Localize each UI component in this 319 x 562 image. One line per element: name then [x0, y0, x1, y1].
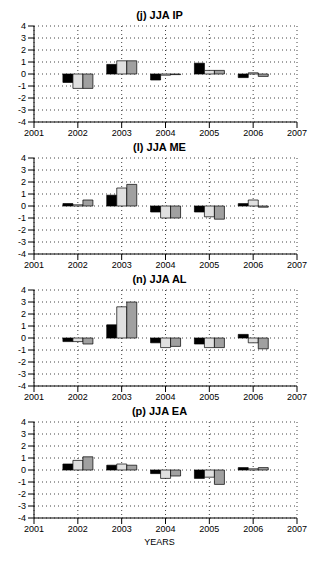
svg-text:1: 1 — [21, 321, 26, 331]
svg-text:2001: 2001 — [24, 260, 44, 270]
svg-text:2005: 2005 — [199, 128, 219, 138]
svg-text:2006: 2006 — [243, 392, 263, 402]
svg-text:2007: 2007 — [287, 128, 307, 138]
svg-text:4: 4 — [21, 286, 26, 295]
svg-text:2002: 2002 — [68, 524, 88, 534]
svg-text:2002: 2002 — [68, 260, 88, 270]
svg-text:2001: 2001 — [24, 524, 44, 534]
svg-text:2005: 2005 — [199, 260, 219, 270]
svg-text:2004: 2004 — [155, 524, 175, 534]
svg-text:2002: 2002 — [68, 392, 88, 402]
svg-text:2001: 2001 — [24, 128, 44, 138]
html-text:(n) JJA AL: (n) JJA AL — [132, 273, 187, 285]
svg-text:-3: -3 — [18, 369, 26, 379]
svg-text:2004: 2004 — [155, 260, 175, 270]
svg-text:-2: -2 — [18, 489, 26, 499]
svg-text:2006: 2006 — [243, 260, 263, 270]
svg-text:0: 0 — [21, 69, 26, 79]
svg-text:2007: 2007 — [287, 392, 307, 402]
svg-text:-1: -1 — [18, 345, 26, 355]
svg-text:2005: 2005 — [199, 524, 219, 534]
svg-text:2003: 2003 — [112, 524, 132, 534]
svg-text:2005: 2005 — [199, 392, 219, 402]
svg-text:4: 4 — [21, 154, 26, 163]
svg-text:0: 0 — [21, 465, 26, 475]
svg-text:-3: -3 — [18, 501, 26, 511]
svg-text:2003: 2003 — [112, 128, 132, 138]
svg-text:-3: -3 — [18, 105, 26, 115]
html-text:(j) JJA IP: (j) JJA IP — [136, 9, 183, 21]
svg-text:0: 0 — [21, 201, 26, 211]
svg-text:2007: 2007 — [287, 260, 307, 270]
svg-text:2006: 2006 — [243, 128, 263, 138]
svg-text:4: 4 — [21, 22, 26, 31]
svg-text:2: 2 — [21, 177, 26, 187]
svg-text:-3: -3 — [18, 237, 26, 247]
svg-text:1: 1 — [21, 57, 26, 67]
svg-text:2007: 2007 — [287, 524, 307, 534]
svg-text:1: 1 — [21, 189, 26, 199]
svg-text:2002: 2002 — [68, 128, 88, 138]
svg-text:3: 3 — [21, 165, 26, 175]
svg-text:-1: -1 — [18, 213, 26, 223]
svg-text:2: 2 — [21, 441, 26, 451]
svg-text:2006: 2006 — [243, 524, 263, 534]
svg-text:1: 1 — [21, 453, 26, 463]
html-text:(l) JJA ME: (l) JJA ME — [133, 141, 186, 153]
svg-text:2003: 2003 — [112, 392, 132, 402]
svg-text:2: 2 — [21, 309, 26, 319]
svg-text:-2: -2 — [18, 357, 26, 367]
svg-text:2: 2 — [21, 45, 26, 55]
svg-text:-4: -4 — [18, 249, 26, 259]
svg-text:3: 3 — [21, 429, 26, 439]
svg-text:-2: -2 — [18, 93, 26, 103]
svg-text:2004: 2004 — [155, 128, 175, 138]
html-text:YEARS: YEARS — [144, 537, 175, 547]
svg-text:-4: -4 — [18, 381, 26, 391]
svg-text:3: 3 — [21, 33, 26, 43]
svg-text:-1: -1 — [18, 81, 26, 91]
svg-text:4: 4 — [21, 418, 26, 427]
svg-text:3: 3 — [21, 297, 26, 307]
svg-text:-2: -2 — [18, 225, 26, 235]
svg-text:-4: -4 — [18, 513, 26, 523]
svg-text:0: 0 — [21, 333, 26, 343]
svg-text:-4: -4 — [18, 117, 26, 127]
svg-text:2004: 2004 — [155, 392, 175, 402]
svg-text:2001: 2001 — [24, 392, 44, 402]
svg-text:2003: 2003 — [112, 260, 132, 270]
html-text:(p) JJA EA: (p) JJA EA — [131, 405, 188, 417]
svg-text:-1: -1 — [18, 477, 26, 487]
